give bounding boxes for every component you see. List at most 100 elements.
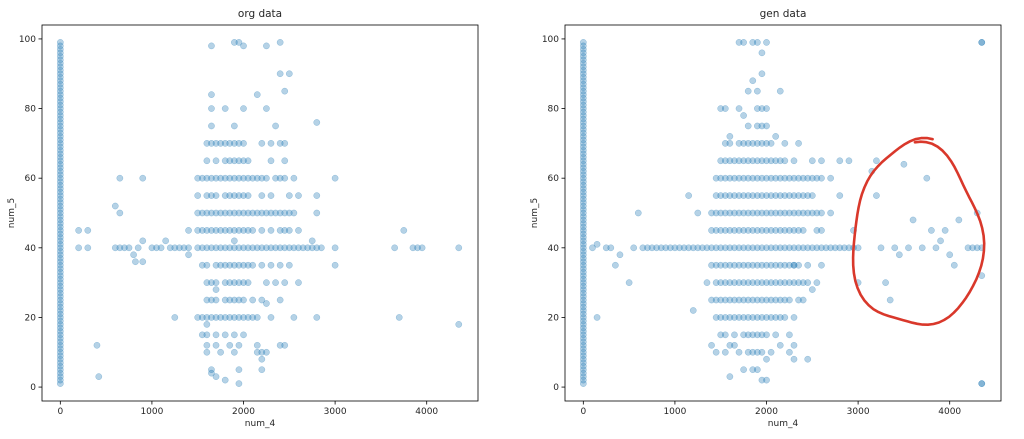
data-point [749,227,757,234]
data-point [57,268,64,276]
data-point [634,209,642,217]
data-point [171,244,179,252]
data-point [212,192,220,199]
data-point [235,314,243,321]
data-point [795,140,802,147]
data-point [272,174,279,182]
data-point [726,261,734,269]
data-point [726,341,734,349]
data-point [276,174,284,182]
data-point [781,227,789,234]
data-point [717,279,725,286]
data-point [767,227,775,234]
data-point [221,192,229,199]
data-point [57,227,64,234]
data-point [57,39,64,46]
data-point [57,293,64,300]
data-point [644,244,651,252]
data-point [580,119,587,126]
data-point [580,206,587,213]
data-point [772,314,779,321]
data-point [57,247,64,255]
data-point [754,261,761,269]
data-point [580,80,587,88]
data-point [744,87,752,95]
data-point [749,140,757,147]
data-point [763,105,770,112]
data-point [580,293,587,300]
data-point [580,261,587,269]
data-point [244,174,252,182]
data-point [589,244,596,252]
data-point [717,296,725,304]
data-point [57,275,64,283]
data-point [781,174,789,182]
data-point [313,314,321,321]
data-point [593,314,601,321]
data-point [754,314,761,321]
data-point [57,314,64,321]
data-point [744,279,752,286]
data-point [226,341,234,349]
data-point [57,213,64,220]
y-tick-label: 20 [25,313,37,323]
data-point [818,244,825,252]
data-point [235,279,243,286]
data-point [580,153,587,161]
data-point [57,230,64,238]
data-point [799,227,807,234]
data-point [198,261,206,269]
data-point [240,279,247,286]
data-point [744,348,752,356]
data-point [194,244,202,252]
data-point [263,300,270,307]
data-point [763,122,770,130]
data-point [772,279,779,286]
data-point [221,227,229,234]
data-point [331,261,339,269]
data-point [212,373,220,380]
data-point [134,244,142,252]
data-point [203,261,211,269]
data-point [253,91,261,98]
data-point [818,261,825,269]
data-point [208,279,215,286]
data-point [731,209,738,217]
data-point [308,244,316,252]
data-point [194,227,202,234]
data-point [198,331,206,339]
data-point [203,140,211,147]
data-point [776,209,784,217]
y-tick-label: 20 [548,313,560,323]
data-point [754,140,761,147]
data-point [290,209,298,217]
data-point [258,140,266,147]
data-point [781,157,789,165]
data-point [580,251,587,259]
data-point [57,258,64,266]
data-point [653,244,660,252]
data-point [580,289,587,297]
data-point [267,209,275,217]
data-point [799,174,807,182]
data-point [781,140,789,147]
data-point [717,192,725,199]
data-point [253,174,261,182]
data-point [799,209,807,217]
data-point [776,174,784,182]
data-point [212,261,220,269]
data-point [286,70,293,78]
data-point [580,237,587,245]
data-point [194,174,202,182]
data-point [781,279,789,286]
data-point [272,244,279,252]
data-point [708,244,715,252]
data-point [208,42,215,50]
data-point [57,335,64,342]
data-point [95,373,103,380]
data-point [726,140,734,147]
data-point [781,314,789,321]
data-point [221,140,229,147]
data-point [607,244,615,252]
data-point [786,209,793,217]
